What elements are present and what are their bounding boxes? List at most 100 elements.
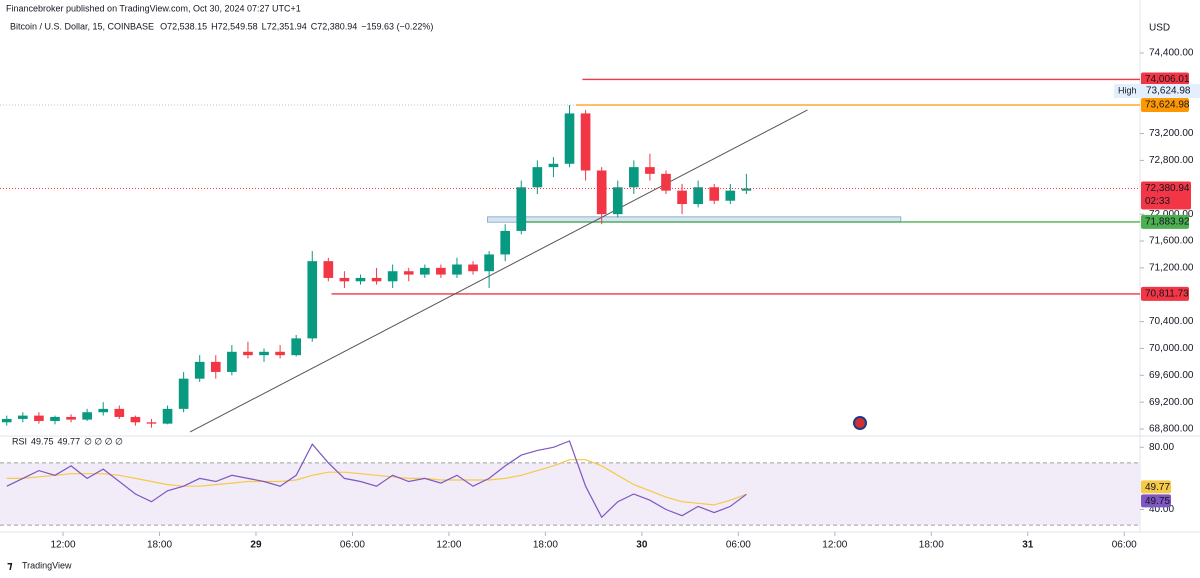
level-label-box	[1141, 214, 1189, 229]
candle-body	[291, 338, 301, 356]
symbol-title: Bitcoin / U.S. Dollar, 15, COINBASE	[10, 21, 154, 31]
candle-body	[210, 361, 221, 372]
high-value: 73,624.98	[1146, 86, 1191, 97]
x-tick-label: 12:00	[436, 540, 461, 551]
candle-body	[484, 254, 494, 272]
level-label: 71,883.92	[1145, 217, 1190, 228]
candle-body	[661, 173, 671, 191]
countdown: 02:33	[1145, 196, 1170, 207]
candle-body	[403, 271, 414, 275]
ohlc-value: 72,351.94	[267, 21, 307, 31]
y-tick-label: 72,000.00	[1149, 209, 1194, 220]
candle-body	[243, 351, 253, 356]
x-tick-label: 18:00	[147, 540, 172, 551]
rsi-value-label: 49.77	[1145, 482, 1170, 493]
y-tick-label: 69,200.00	[1149, 397, 1194, 408]
x-tick-label: 30	[636, 540, 648, 551]
y-tick-label: 74,400.00	[1149, 48, 1194, 59]
x-tick-label: 29	[250, 540, 262, 551]
candle-body	[500, 230, 511, 255]
y-tick-label: 70,400.00	[1149, 316, 1194, 327]
candle-body	[130, 416, 141, 423]
candle-body	[82, 412, 92, 420]
rsi-ma-line	[6, 459, 747, 506]
trendline	[189, 109, 808, 433]
last-price-label: 72,380.94	[1145, 183, 1190, 194]
last-price-box	[1141, 181, 1191, 210]
ohlc-value: 72,549.58	[218, 21, 258, 31]
ohlc-value: 72,538.15	[167, 21, 207, 31]
candle-body	[725, 190, 736, 201]
y-tick-label: 69,600.00	[1149, 370, 1194, 381]
level-label-box	[1141, 286, 1189, 301]
candle-body	[339, 277, 350, 282]
x-tick-label: 18:00	[533, 540, 558, 551]
candle-body	[468, 264, 478, 272]
y-tick-label: 68,800.00	[1149, 424, 1194, 435]
candle-body	[677, 190, 687, 205]
candle-body	[419, 267, 430, 275]
rsi-band	[0, 462, 1140, 526]
rsi-value-box	[1141, 480, 1171, 494]
ohlc-key: O	[160, 21, 167, 31]
x-tick-label: 12:00	[51, 540, 76, 551]
y-tick-label: 72,800.00	[1149, 155, 1194, 166]
candle-body	[580, 113, 591, 171]
currency: USD	[1149, 23, 1170, 34]
candle-body	[50, 416, 60, 421]
level-label: 73,624.98	[1145, 100, 1190, 111]
candle-body	[18, 415, 28, 419]
candle-body	[387, 271, 398, 282]
candle-body	[629, 167, 639, 188]
rsi-tick-label: 80.00	[1149, 442, 1174, 453]
x-tick-label: 06:00	[340, 540, 365, 551]
candle-body	[259, 351, 269, 356]
candle-body	[66, 416, 76, 420]
candle-body	[693, 187, 703, 205]
logo: ⁊	[7, 560, 13, 572]
x-tick-label: 06:00	[726, 540, 751, 551]
change: −159.63 (−0.22%)	[361, 21, 433, 31]
candle-body	[146, 422, 157, 424]
candle-body	[645, 167, 655, 174]
candle-body	[741, 188, 752, 191]
publisher: Financebroker published on TradingView.c…	[6, 3, 301, 13]
candle-body	[548, 163, 559, 168]
event-icon	[853, 416, 867, 430]
candle-body	[596, 170, 607, 215]
rsi-header-ma: 49.77	[58, 436, 81, 446]
candle-body	[275, 351, 285, 356]
level-label-box	[1141, 98, 1189, 113]
candle-body	[227, 351, 237, 372]
ohlc-key: L	[262, 21, 267, 31]
candle-body	[34, 415, 44, 421]
high-text: High	[1118, 85, 1137, 95]
candle-body	[355, 277, 366, 282]
candle-body	[564, 113, 575, 164]
candle-body	[516, 187, 527, 231]
x-tick-label: 18:00	[919, 540, 944, 551]
candle-body	[162, 408, 173, 424]
y-tick-label: 71,200.00	[1149, 263, 1194, 274]
y-tick-label: 71,600.00	[1149, 236, 1194, 247]
candle-body	[709, 187, 720, 201]
ohlc-value: 72,380.94	[317, 21, 357, 31]
candle-body	[178, 378, 189, 409]
x-tick-label: 06:00	[1112, 540, 1137, 551]
y-tick-label: 70,000.00	[1149, 343, 1194, 354]
rsi-header-extra: ∅ ∅ ∅ ∅	[84, 436, 123, 446]
candle-body	[532, 167, 543, 188]
candle-body	[371, 277, 382, 282]
candle-body	[452, 264, 462, 275]
footer: TradingView	[22, 560, 72, 570]
level-label: 70,811.73	[1145, 289, 1189, 300]
candle-body	[114, 408, 125, 417]
y-tick-label: 73,200.00	[1149, 128, 1194, 139]
rsi-value-label: 49.75	[1145, 496, 1170, 507]
candle-body	[436, 267, 446, 275]
high-box	[1114, 84, 1200, 99]
level-label: 74,006.01	[1145, 74, 1190, 85]
candle-body	[98, 408, 109, 413]
x-tick-label: 31	[1022, 540, 1034, 551]
